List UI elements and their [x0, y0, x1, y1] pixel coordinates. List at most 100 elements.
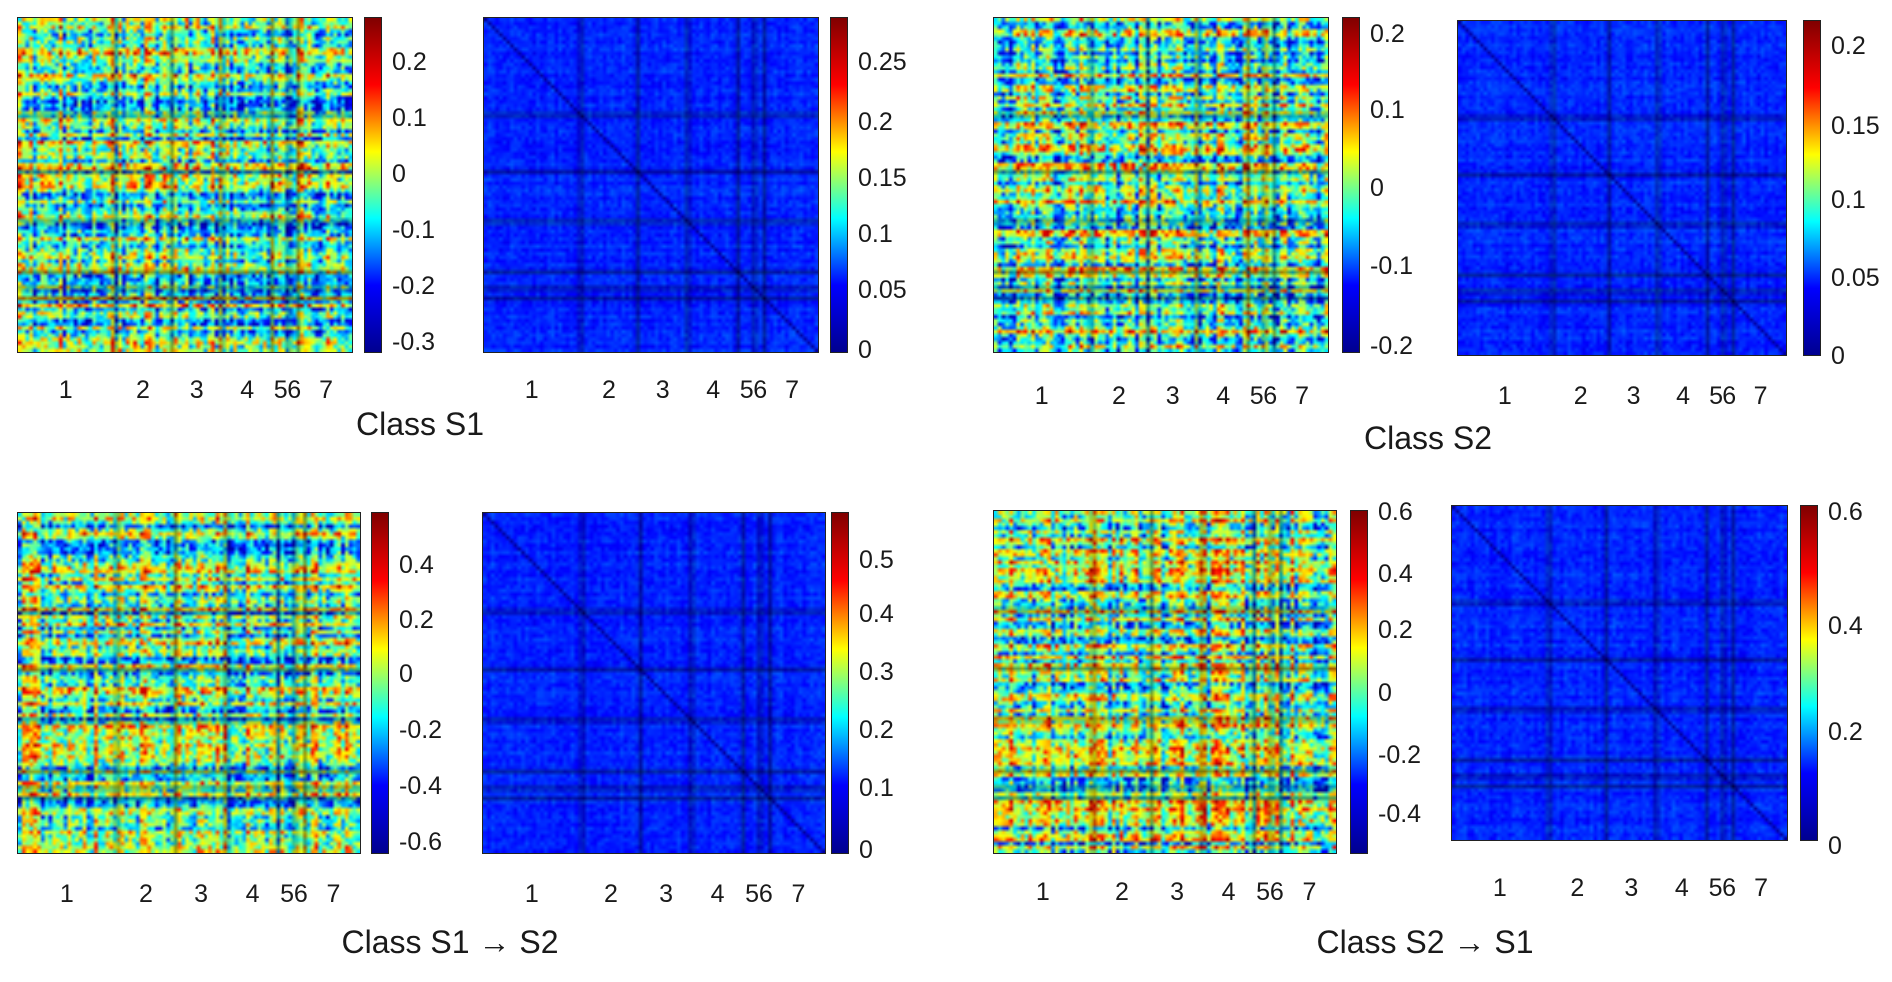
x-tick-label: 1 [58, 376, 73, 404]
x-tick-label: 5 [745, 880, 759, 908]
heatmap-3-1 [17, 512, 361, 854]
colorbar-tick-label: -0.3 [392, 328, 436, 356]
heatmap-canvas [18, 18, 352, 352]
heatmap-canvas [1452, 506, 1787, 840]
colorbar-tick-label: 0.2 [1828, 718, 1863, 746]
heatmap-2-1 [993, 17, 1329, 353]
x-tick-label: 7 [326, 880, 341, 908]
colorbar-tick-label: 0.15 [858, 164, 907, 192]
colorbar-tick-label: 0.4 [859, 600, 894, 628]
colorbar-tick-label: 0.1 [858, 220, 893, 248]
x-tick-label: 3 [1624, 874, 1639, 902]
heatmap-canvas [483, 513, 825, 853]
colorbar-tick-label: 0.15 [1831, 112, 1880, 140]
x-tick-label: 2 [602, 376, 616, 404]
x-tick-label: 7 [785, 376, 800, 404]
x-tick-label: 5 [1709, 382, 1723, 410]
x-tick-label: 2 [1573, 382, 1588, 410]
colorbar-tick-label: 0 [399, 660, 413, 688]
colorbar-4-2 [1800, 505, 1818, 841]
colorbar-tick-label: -0.2 [1378, 741, 1422, 769]
x-tick-label: 5 [1256, 878, 1270, 906]
colorbar-tick-label: -0.1 [392, 216, 436, 244]
heatmap-canvas [994, 511, 1336, 853]
group-title-3: Class S1 → S2 [341, 924, 559, 960]
x-tick-label: 4 [1216, 382, 1231, 410]
colorbar-tick-label: 0 [1831, 342, 1845, 370]
x-tick-label: 3 [659, 880, 673, 908]
colorbar-tick-label: 0 [1378, 679, 1392, 707]
x-tick-label: 5 [739, 376, 754, 404]
x-tick-label: 3 [1165, 382, 1180, 410]
x-tick-label: 7 [1754, 874, 1768, 902]
group-title-1: Class S1 [355, 406, 485, 442]
heatmap-4-1 [993, 510, 1337, 854]
colorbar-tick-label: -0.2 [1370, 332, 1414, 360]
x-tick-label: 7 [791, 880, 806, 908]
x-tick-label: 4 [706, 376, 721, 404]
x-tick-label: 2 [1112, 382, 1126, 410]
x-tick-label: 4 [1221, 878, 1236, 906]
x-tick-label: 5 [273, 376, 288, 404]
x-tick-label: 6 [293, 880, 308, 908]
colorbar-tick-label: 0.25 [858, 48, 907, 76]
colorbar-tick-label: 0.3 [859, 658, 894, 686]
heatmap-canvas [994, 18, 1328, 352]
colorbar-tick-label: 0.6 [1378, 498, 1413, 526]
colorbar-tick-label: 0.2 [399, 606, 434, 634]
x-tick-label: 1 [1497, 382, 1512, 410]
x-tick-label: 2 [139, 880, 153, 908]
colorbar-tick-label: 0.05 [858, 276, 907, 304]
colorbar-tick-label: 0 [858, 336, 872, 364]
x-tick-label: 6 [1263, 382, 1278, 410]
x-tick-label: 4 [245, 880, 260, 908]
colorbar-2-1 [1342, 17, 1360, 353]
colorbar-tick-label: -0.6 [399, 828, 443, 856]
x-tick-label: 6 [287, 376, 302, 404]
colorbar-tick-label: 0 [392, 160, 406, 188]
colorbar-tick-label: -0.4 [1378, 800, 1422, 828]
x-tick-label: 7 [1295, 382, 1310, 410]
heatmap-4-2 [1451, 505, 1788, 841]
colorbar-tick-label: -0.4 [399, 772, 443, 800]
x-tick-label: 1 [59, 880, 74, 908]
colorbar-tick-label: 0 [1828, 832, 1842, 860]
colorbar-tick-label: -0.2 [399, 716, 443, 744]
x-tick-label: 4 [710, 880, 725, 908]
colorbar-3-2 [831, 512, 849, 854]
x-tick-label: 5 [1249, 382, 1264, 410]
colorbar-tick-label: 0.1 [1370, 96, 1405, 124]
group-title-4: Class S2 → S1 [1316, 924, 1534, 960]
x-tick-label: 7 [1302, 878, 1317, 906]
colorbar-3-1 [371, 512, 389, 854]
x-tick-label: 5 [1708, 874, 1723, 902]
colorbar-tick-label: 0.5 [859, 546, 894, 574]
colorbar-tick-label: 0.1 [859, 774, 894, 802]
x-tick-label: 2 [1570, 874, 1585, 902]
x-tick-label: 6 [758, 880, 773, 908]
colorbar-tick-label: 0.4 [1828, 612, 1863, 640]
colorbar-2-2 [1803, 20, 1821, 356]
x-tick-label: 2 [604, 880, 618, 908]
x-tick-label: 7 [319, 376, 334, 404]
heatmap-canvas [18, 513, 360, 853]
colorbar-tick-label: 0.2 [1370, 20, 1405, 48]
colorbar-tick-label: 0 [1370, 174, 1384, 202]
x-tick-label: 2 [1115, 878, 1129, 906]
x-tick-label: 3 [194, 880, 208, 908]
colorbar-tick-label: 0.1 [1831, 186, 1866, 214]
colorbar-tick-label: 0 [859, 836, 873, 864]
group-title-2: Class S2 [1363, 420, 1493, 456]
x-tick-label: 1 [1035, 878, 1050, 906]
heatmap-1-2 [483, 17, 819, 353]
heatmap-canvas [484, 18, 818, 352]
x-tick-label: 1 [524, 376, 539, 404]
colorbar-4-1 [1350, 510, 1368, 854]
heatmap-canvas [1458, 21, 1786, 355]
colorbar-tick-label: 0.2 [859, 716, 894, 744]
colorbar-1-2 [830, 17, 848, 353]
x-tick-label: 3 [1626, 382, 1641, 410]
x-tick-label: 6 [753, 376, 768, 404]
x-tick-label: 1 [1492, 874, 1507, 902]
x-tick-label: 1 [524, 880, 539, 908]
